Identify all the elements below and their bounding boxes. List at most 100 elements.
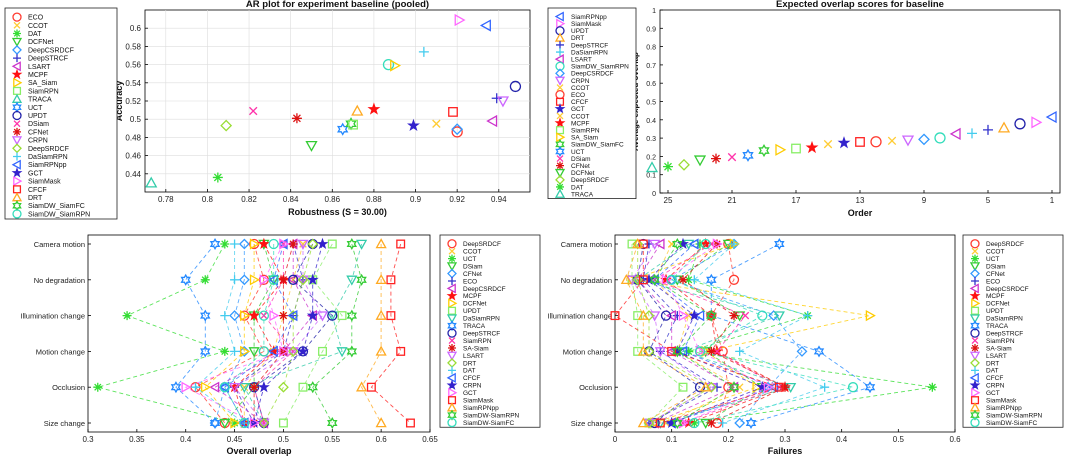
- legend-item: DSiam: [446, 262, 483, 272]
- ar-plot: 0.78 0.8 0.82 0.84 0.86 0.88 0.9 0.92 0.94 0.44 0.…: [114, 0, 531, 217]
- overlap-legend: DeepSRDCFCCOTUCTDSiamCFNetECODeepCSRDCFM…: [439, 234, 541, 428]
- legend-marker: [970, 239, 980, 249]
- eao-ytick-label: 0.2: [646, 154, 656, 161]
- overlap-point-crpn: [257, 380, 270, 393]
- legend-marker: [554, 103, 566, 114]
- overlap-point-siamdw-siamfc: [258, 346, 270, 357]
- legend-marker: [11, 167, 23, 178]
- overlap-point-traca: [209, 416, 221, 430]
- ar-ytick-label: 0.56: [125, 61, 141, 70]
- legend-label: ECO: [28, 15, 44, 22]
- legend-label: GCT: [28, 170, 44, 177]
- overlap-point-cfcf: [267, 345, 278, 358]
- failures-point-cfcf: [688, 238, 699, 250]
- overlap-point-deepcsrdcf: [209, 381, 220, 393]
- legend-marker: [448, 254, 456, 263]
- ar-point-siammask: [454, 13, 466, 27]
- failures-point-cfnet: [796, 345, 808, 357]
- failures-category-label: Occlusion: [579, 383, 612, 392]
- legend-box: [962, 234, 1064, 428]
- legend-item: MCPF: [446, 290, 481, 301]
- eao-point-siamdw-siamrpn: [934, 132, 946, 144]
- legend-label: ECO: [571, 92, 585, 99]
- ar-ytick-label: 0.52: [125, 97, 141, 106]
- failures-point-gct: [695, 345, 706, 358]
- failures-point-traca: [706, 273, 717, 286]
- legend-item: CRPN: [446, 379, 482, 390]
- legend-item: SiamMask: [556, 18, 602, 29]
- overlap-category-label: Occlusion: [52, 383, 85, 392]
- eao-point-deepsrdcf: [678, 158, 690, 171]
- failures-point-crpn: [643, 273, 655, 285]
- legend-label: DCFNet: [986, 301, 1010, 308]
- legend-marker: [448, 387, 458, 398]
- legend-item: CCOT: [13, 21, 49, 30]
- ar-point-lsart: [486, 114, 498, 128]
- eao-point-siamdw-siamfc: [758, 143, 770, 158]
- ar-xtick-label: 0.92: [449, 195, 465, 204]
- legend-item: LSART: [11, 61, 51, 72]
- failures-point-siamrpnpp: [637, 345, 649, 356]
- eao-ytick-label: 0.4: [646, 118, 656, 125]
- legend-marker: [971, 366, 979, 375]
- failures-point-siamdw-siamrpn: [728, 381, 740, 394]
- legend-marker: [447, 306, 457, 315]
- overlap-point-dcfnet: [249, 274, 260, 286]
- legend-item: DaSiamRPN: [556, 48, 608, 56]
- failures-point-traca: [864, 381, 876, 394]
- eao-point-ccot: [887, 136, 897, 146]
- failures-series-line-uct: [688, 243, 933, 424]
- failures-category-label: Illumination change: [547, 312, 612, 321]
- failures-xtick-label: 0.2: [723, 435, 735, 444]
- overlap-point-updt: [278, 418, 288, 428]
- legend-label: UCT: [28, 105, 43, 112]
- failures-point-siamrpn: [741, 311, 750, 320]
- ar-point-cfcf: [448, 107, 458, 117]
- eao-point-mcpf: [805, 140, 819, 154]
- eao-point-siamrpn: [791, 143, 801, 154]
- failures-point-drt: [632, 274, 644, 286]
- legend-label: DaSiamRPN: [463, 316, 500, 323]
- ar-ytick-label: 0.5: [130, 115, 142, 124]
- legend-label: SiamMask: [463, 398, 494, 405]
- eao-point-dat: [663, 161, 673, 172]
- legend-label: UPDT: [28, 113, 48, 120]
- eao-point-siammask: [1031, 116, 1043, 129]
- ar-point-dasiamrpn: [418, 46, 429, 57]
- legend-label: UPDT: [571, 28, 589, 35]
- legend-marker: [556, 40, 564, 49]
- failures-point-uct: [689, 418, 699, 428]
- failures-point-uct: [684, 346, 694, 356]
- legend-item: CFCF: [969, 372, 1003, 383]
- legend-label: DCFNet: [463, 301, 487, 308]
- eao-xtick-label: 5: [986, 196, 991, 205]
- eao-ytick-label: 0.1: [646, 173, 656, 180]
- legend-item: ECO: [448, 276, 477, 285]
- overlap-series-line-crpn: [253, 243, 323, 424]
- failures-series-line-drt: [637, 244, 713, 424]
- ar-point-ccot: [432, 119, 441, 128]
- legend-label: LSART: [986, 353, 1007, 360]
- legend-marker: [969, 351, 981, 361]
- legend-item: SiamRPN: [971, 337, 1015, 345]
- eao-xtick-label: 1: [1050, 196, 1055, 205]
- legend-label: SA_Siam: [571, 135, 598, 142]
- failures-point-siamdw-siamfc: [694, 346, 706, 357]
- failures-point-sa-siam: [729, 311, 739, 321]
- legend-label: DeepSTRCF: [571, 42, 608, 49]
- overlap-point-siamdw-siamrpn: [346, 309, 358, 322]
- overlap-xtick-label: 0.45: [227, 435, 243, 444]
- eao-point-ccot: [823, 139, 833, 149]
- overlap-series-line-dasiamrpn: [243, 243, 363, 424]
- eao-ytick-label: 0.7: [646, 63, 656, 70]
- eao-xtick-label: 9: [922, 196, 927, 205]
- overlap-series-line-dat: [194, 244, 245, 424]
- failures-point-siamrpnpp: [632, 238, 644, 249]
- eao-ytick-label: 0.8: [646, 45, 656, 52]
- overlap-point-sa-siam: [278, 311, 288, 321]
- legend-label: SiamRPN: [986, 338, 1015, 345]
- legend-label: SA_Siam: [28, 80, 57, 87]
- failures-point-siamdw-siamfc: [757, 310, 768, 321]
- eao-point-sa-siam: [775, 143, 787, 156]
- eao-point-uct: [742, 148, 754, 162]
